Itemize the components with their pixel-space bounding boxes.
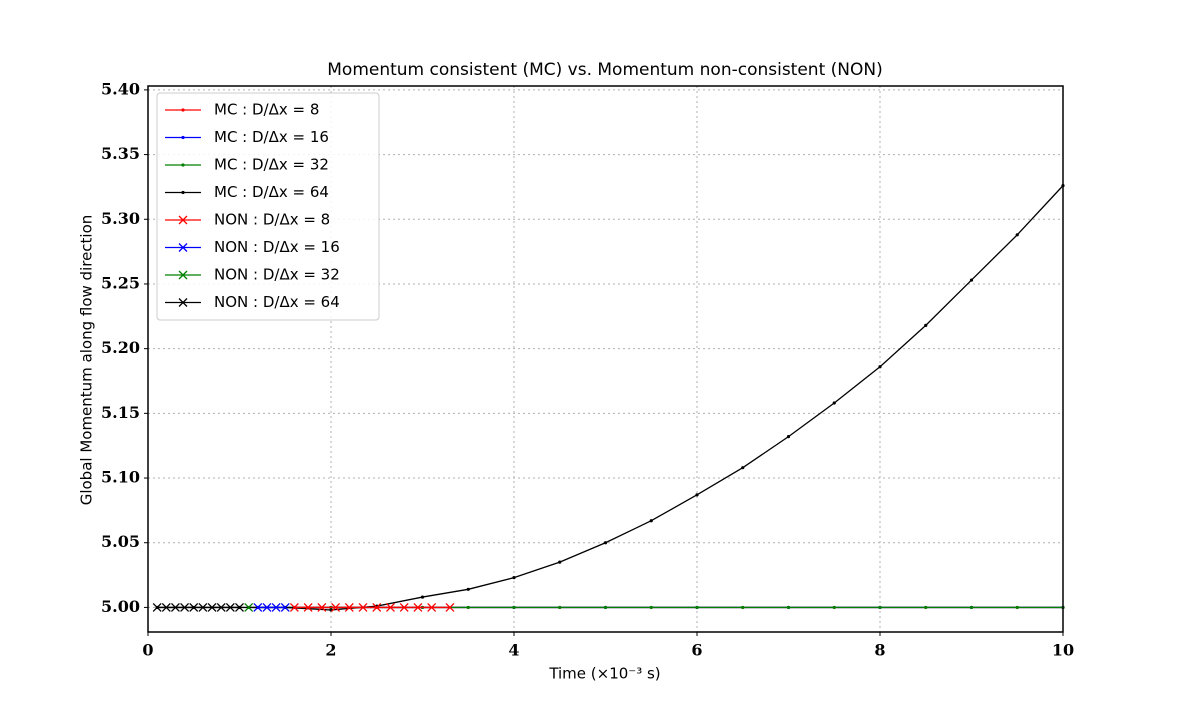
- y-tick-label: 5.15: [101, 403, 140, 422]
- marker: [344, 602, 354, 612]
- legend-label: MC : D/Δx = 64: [214, 183, 329, 201]
- y-tick-label: 5.20: [101, 338, 140, 357]
- marker: [386, 602, 395, 612]
- marker: [262, 602, 272, 612]
- marker: [152, 602, 162, 612]
- marker: [445, 602, 455, 612]
- marker: [603, 541, 608, 545]
- marker: [420, 595, 425, 599]
- marker: [289, 602, 299, 612]
- x-axis-label: Time (×10⁻³ s): [548, 665, 660, 683]
- marker: [878, 605, 882, 610]
- x-tick-label: 4: [508, 641, 519, 660]
- y-tick-label: 5.25: [101, 273, 140, 292]
- legend-marker: [178, 298, 188, 307]
- x-tick-label: 2: [325, 641, 336, 660]
- marker: [878, 365, 882, 369]
- legend-marker: [181, 190, 185, 195]
- marker: [741, 605, 745, 610]
- marker: [466, 605, 470, 610]
- marker: [225, 602, 235, 612]
- marker: [786, 605, 791, 610]
- marker: [427, 602, 437, 612]
- marker: [695, 605, 699, 610]
- marker: [649, 605, 653, 610]
- legend-marker: [181, 135, 185, 140]
- legend-marker: [181, 108, 185, 112]
- marker: [216, 602, 226, 612]
- legend-label: NON : D/Δx = 64: [214, 293, 340, 311]
- marker: [924, 323, 928, 327]
- legend-label: NON : D/Δx = 8: [214, 211, 330, 229]
- marker: [786, 435, 791, 439]
- marker: [512, 605, 516, 610]
- marker: [1015, 233, 1019, 237]
- legend-marker: [181, 163, 185, 167]
- marker: [603, 605, 608, 610]
- marker: [271, 602, 281, 612]
- marker: [253, 602, 263, 612]
- marker: [969, 278, 974, 282]
- marker: [303, 602, 313, 612]
- marker: [331, 602, 341, 612]
- x-tick-label: 8: [874, 641, 885, 660]
- marker: [924, 605, 928, 610]
- marker: [832, 401, 836, 405]
- marker: [832, 605, 836, 610]
- legend-box: [156, 92, 380, 321]
- y-tick-label: 5.30: [101, 209, 140, 228]
- x-tick-label: 0: [142, 641, 153, 660]
- legend-label: NON : D/Δx = 16: [214, 238, 340, 256]
- marker: [512, 576, 516, 580]
- marker: [741, 466, 745, 470]
- x-tick-label: 6: [691, 641, 702, 660]
- marker: [198, 602, 208, 612]
- marker: [189, 602, 199, 612]
- marker: [413, 602, 423, 612]
- chart-title: Momentum consistent (MC) vs. Momentum no…: [327, 60, 882, 80]
- legend: MC : D/Δx = 8 MC : D/Δx = 16 MC : D/Δx = 3…: [156, 92, 380, 321]
- plot-frame: [147, 85, 1064, 633]
- marker: [695, 493, 699, 497]
- marker: [161, 602, 171, 612]
- marker: [170, 602, 180, 612]
- marker: [466, 587, 470, 591]
- marker: [180, 602, 190, 612]
- marker: [280, 602, 290, 612]
- marker: [207, 602, 217, 612]
- legend-marker: [178, 243, 188, 252]
- marker: [558, 560, 562, 564]
- legend-label: MC : D/Δx = 8: [214, 101, 319, 119]
- legend-label: MC : D/Δx = 32: [214, 156, 329, 174]
- marker: [317, 602, 327, 612]
- y-tick-label: 5.05: [101, 532, 140, 551]
- marker: [558, 605, 562, 610]
- legend-label: NON : D/Δx = 32: [214, 266, 340, 284]
- marker: [235, 602, 244, 612]
- y-axis-label: Global Momentum along flow direction: [78, 215, 96, 506]
- x-tick-label: 10: [1052, 641, 1074, 660]
- marker: [1015, 605, 1019, 610]
- y-tick-label: 5.35: [101, 144, 140, 163]
- marker: [969, 605, 974, 610]
- marker: [358, 602, 368, 612]
- marker: [244, 602, 254, 612]
- marker: [399, 602, 409, 612]
- legend-label: MC : D/Δx = 16: [214, 128, 329, 146]
- y-tick-label: 5.00: [101, 597, 140, 616]
- legend-marker: [178, 215, 188, 225]
- marker: [649, 519, 653, 523]
- marker: [372, 602, 382, 612]
- legend-marker: [178, 270, 188, 280]
- y-tick-label: 5.10: [101, 468, 140, 487]
- y-tick-label: 5.40: [101, 79, 140, 98]
